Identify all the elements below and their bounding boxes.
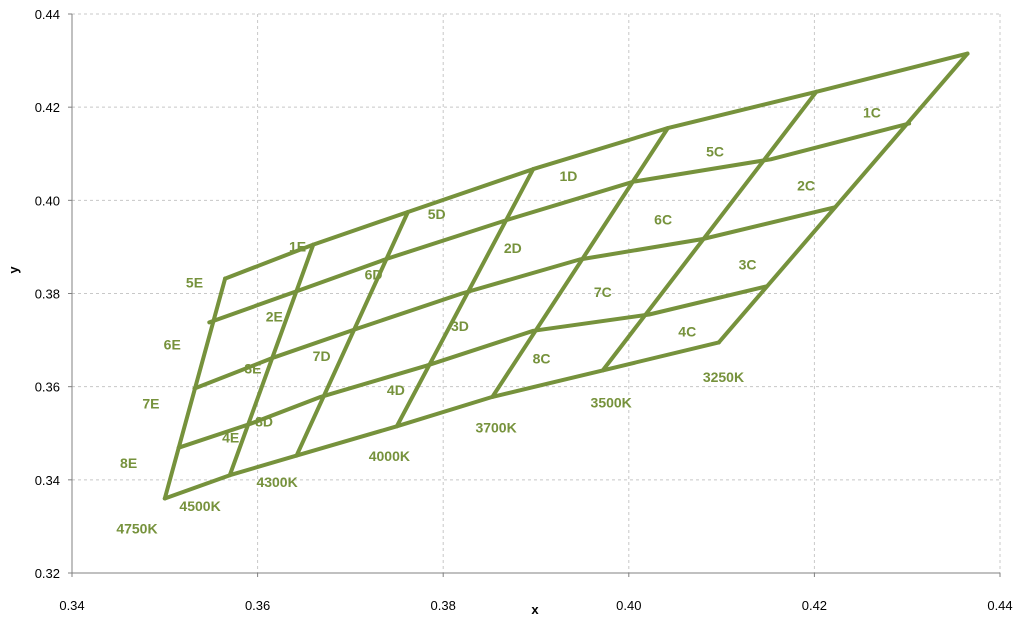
cct-boundary-line-3700k [490,126,670,399]
cct-boundary-line-4000k [394,167,536,429]
cct-boundary-line-3500k [600,89,819,373]
bin-label-2e: 2E [266,308,283,324]
bin-label-8d: 8D [255,413,273,429]
x-tick-label: 0.40 [616,598,641,613]
y-tick-label: 0.44 [35,7,60,22]
bin-label-2d: 2D [504,240,522,256]
bin-label-1e: 1E [289,239,306,255]
bin-label-4c: 4C [678,323,696,339]
cct-label-3500k: 3500K [591,395,632,411]
bin-label-6e: 6E [164,336,181,352]
bin-label-8c: 8C [533,350,551,366]
bin-label-7e: 7E [142,396,159,412]
x-tick-label: 0.38 [431,598,456,613]
bin-label-6d: 6D [365,267,383,283]
y-tick-label: 0.42 [35,100,60,115]
y-axis-title: y [6,266,21,274]
cct-label-4750k: 4750K [116,520,157,536]
x-tick-label: 0.44 [987,598,1012,613]
bin-label-4e: 4E [222,430,239,446]
cct-boundary-line-4750k [162,276,228,501]
bin-label-7d: 7D [313,348,331,364]
grid-layer [72,13,1001,573]
cct-label-3700k: 3700K [475,419,516,435]
bin-label-1d: 1D [560,168,578,184]
cct-label-3250k: 3250K [703,369,744,385]
cct-label-4500k: 4500K [179,498,220,514]
bin-label-6c: 6C [654,212,672,228]
y-tick-label: 0.32 [35,566,60,581]
y-tick-label: 0.36 [35,380,60,395]
bin-label-8e: 8E [120,455,137,471]
cct-label-4000k: 4000K [369,448,410,464]
x-tick-label: 0.36 [245,598,270,613]
bin-label-5e: 5E [186,274,203,290]
bin-label-2c: 2C [797,178,815,194]
y-tick-label: 0.38 [35,287,60,302]
bin-label-4d: 4D [387,382,405,398]
bin-label-3d: 3D [451,318,469,334]
axes-layer: 0.34 0.36 0.38 0.40 0.42 0.44 0.32 0.34 0.36 0.38… [35,7,1013,613]
x-tick-label: 0.34 [59,598,84,613]
cct-boundary-line-3250k [716,51,970,345]
bin-grid-lines [162,51,970,501]
x-tick-label: 0.42 [802,598,827,613]
bin-label-3e: 3E [244,361,261,377]
cct-boundary-line-4300k [294,210,410,458]
bin-label-5d: 5D [428,206,446,222]
x-axis-title: x [531,602,539,617]
bin-boundary-line [223,51,970,281]
bin-label-5c: 5C [706,144,724,160]
cct-label-4300k: 4300K [256,474,297,490]
cct-boundary-line-4500k [227,242,316,478]
y-tick-label: 0.40 [35,193,60,208]
y-tick-label: 0.34 [35,473,60,488]
bin-label-1c: 1C [863,104,881,120]
bin-label-3c: 3C [739,257,757,273]
bin-labels: 1C 5C 2C 6C 3C 7C 4C 8C 1D 5D 2D 6D 3D 7D 4D 8D 1E 5E 2E 6E… [116,104,881,536]
bin-label-7c: 7C [594,284,612,300]
